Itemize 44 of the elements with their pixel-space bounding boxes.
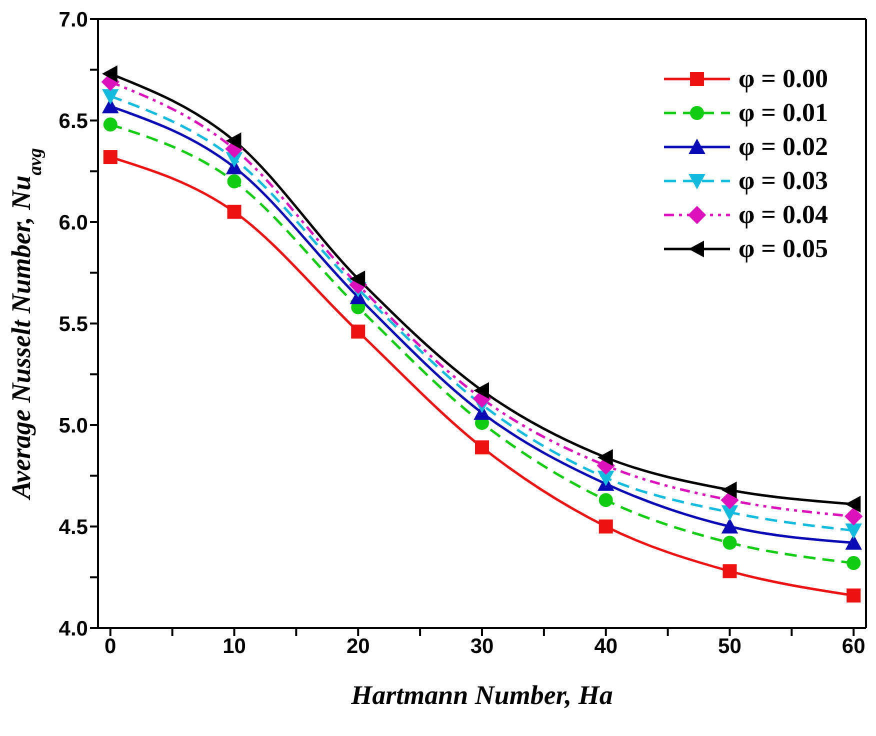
point <box>103 150 118 164</box>
y-tick-label: 6.5 <box>58 110 88 133</box>
y-tick-label: 4.5 <box>58 516 88 539</box>
legend-label: φ = 0.02 <box>738 132 828 162</box>
point <box>721 518 738 534</box>
point <box>722 536 737 550</box>
point <box>102 65 118 82</box>
y-tick-label: 5.5 <box>58 312 88 336</box>
point <box>474 382 489 399</box>
x-tick-label: 20 <box>346 634 370 658</box>
point <box>226 132 242 150</box>
point <box>845 524 862 539</box>
point <box>845 496 861 513</box>
point <box>227 204 242 219</box>
point <box>844 507 863 526</box>
point <box>721 482 737 498</box>
legend-label: φ = 0.00 <box>738 64 828 94</box>
point <box>351 324 366 339</box>
y-tick-label: 4.0 <box>58 617 88 640</box>
point <box>227 174 242 188</box>
x-tick-label: 0 <box>104 634 116 658</box>
x-tick-label: 10 <box>222 634 246 658</box>
legend-label: φ = 0.01 <box>738 98 828 128</box>
x-tick-label: 60 <box>842 634 866 658</box>
x-tick-label: 50 <box>718 634 742 658</box>
point <box>598 493 613 508</box>
y-tick-label: 7.0 <box>58 8 88 32</box>
point <box>598 520 613 534</box>
point <box>475 440 489 454</box>
legend-label: φ = 0.03 <box>738 166 828 196</box>
legend-label: φ = 0.04 <box>738 200 828 230</box>
x-tick-label: 40 <box>594 634 618 658</box>
x-axis-title: Hartmann Number, Ha <box>350 680 613 710</box>
point <box>722 564 737 578</box>
y-tick-label: 6.0 <box>58 211 88 234</box>
point <box>597 449 613 466</box>
point <box>350 270 366 288</box>
legend-label: φ = 0.05 <box>738 234 828 264</box>
point <box>846 556 861 570</box>
point <box>102 89 119 105</box>
point <box>846 588 861 603</box>
x-tick-label: 30 <box>470 634 494 658</box>
y-tick-label: 5.0 <box>58 414 88 438</box>
point <box>103 118 118 132</box>
